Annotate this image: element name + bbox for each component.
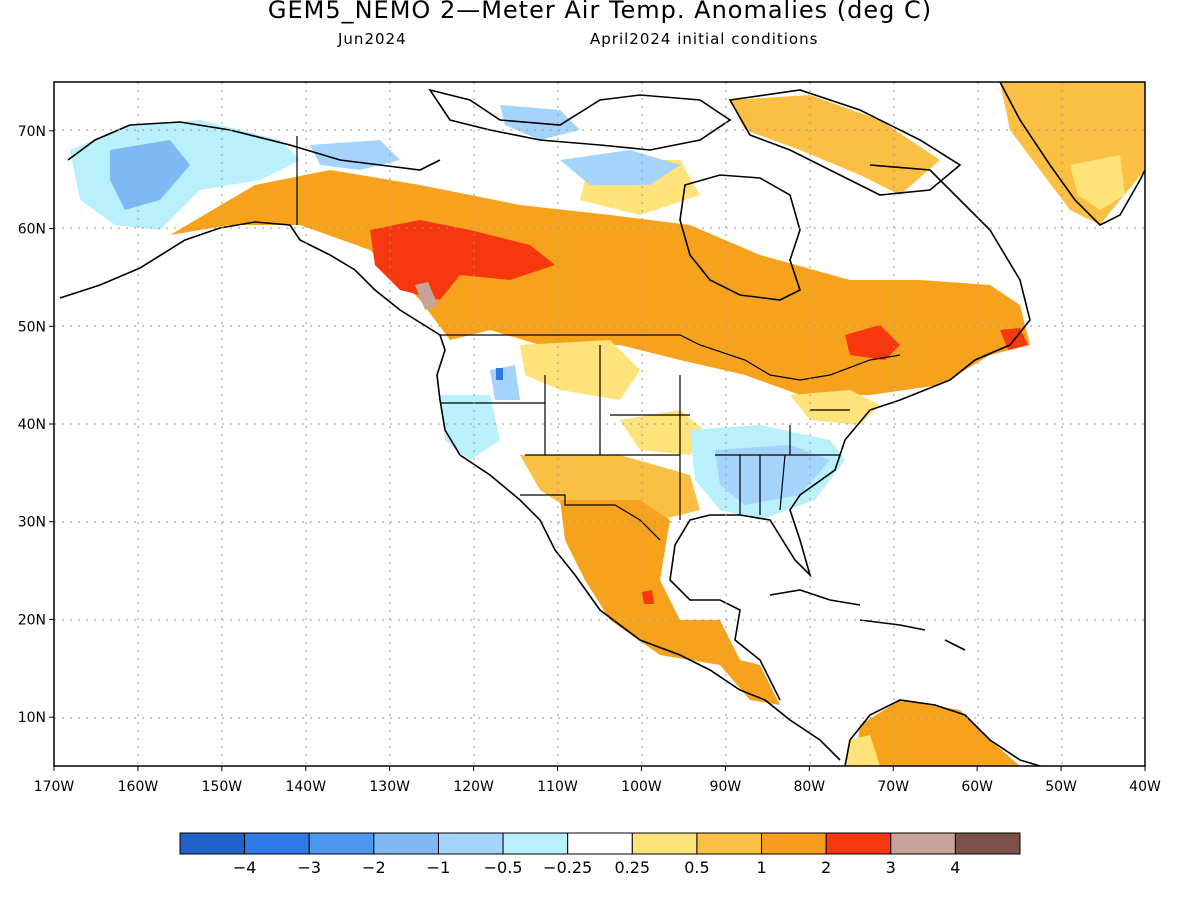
colorbar-swatch [244, 832, 310, 855]
lon-label: 80W [793, 779, 825, 795]
colorbar-label: 2 [821, 858, 831, 877]
coastline-arctic-islands [428, 88, 732, 151]
anomaly-light-baffin [730, 95, 940, 195]
lon-labels: 170W 160W 150W 140W 130W 120W 110W 100W 90W 80W 70… [34, 779, 1161, 795]
colorbar [179, 832, 1021, 855]
anomaly-cool-nunavut2 [560, 150, 680, 185]
border-us-canada [440, 334, 901, 381]
colorbar-label: −3 [297, 858, 321, 877]
lon-label: 40W [1129, 779, 1161, 795]
forecast-month: Jun2024 [338, 30, 407, 48]
lon-label: 50W [1045, 779, 1077, 795]
gridlines [54, 82, 1145, 766]
lat-label: 40N [18, 417, 46, 433]
colorbar-label: 3 [886, 858, 896, 877]
anomaly-warm-greenland [1000, 82, 1145, 225]
colorbar-label: −4 [233, 858, 257, 877]
lat-label: 60N [18, 222, 46, 238]
colorbar-swatch [437, 832, 504, 855]
colorbar-label: 1 [756, 858, 766, 877]
colorbar-label: −0.25 [543, 858, 592, 877]
coastlines [59, 82, 1145, 766]
anomaly-cool-us-southeast-core [715, 445, 830, 505]
colorbar-label: −1 [427, 858, 451, 877]
colorbar-swatch [631, 832, 698, 855]
colorbar-label: 4 [950, 858, 960, 877]
coastline-east [669, 164, 1031, 701]
colorbar-swatch [696, 832, 763, 855]
anomaly-pale-south-america [846, 735, 880, 766]
borders [296, 136, 901, 541]
anomaly-cool-yukon [310, 140, 400, 170]
lon-label: 140W [285, 779, 326, 795]
anomaly-hot-mexico [642, 590, 654, 604]
colorbar-swatch [890, 832, 956, 855]
anomaly-pale-greenland [1070, 155, 1125, 210]
border-states [440, 345, 850, 520]
colorbar-label: −2 [362, 858, 386, 877]
anomaly-cool-nunavut [500, 105, 580, 140]
lat-labels: 10N 20N 30N 40N 50N 60N 70N [18, 124, 46, 726]
lon-label: 160W [118, 779, 159, 795]
coastline-south-america [844, 699, 1041, 766]
lon-label: 90W [710, 779, 742, 795]
coastline-alaska-north [67, 121, 441, 171]
colorbar-swatch [825, 832, 892, 855]
anomaly-cool-idaho-dot [496, 368, 503, 380]
coastline-greenland [999, 82, 1145, 226]
lon-label: 110W [537, 779, 578, 795]
colorbar-swatch [761, 832, 827, 855]
colorbar-swatch [502, 832, 569, 855]
lon-label: 150W [202, 779, 243, 795]
colorbar-swatch [179, 832, 246, 855]
tick-marks [49, 130, 1146, 771]
lon-label: 120W [453, 779, 494, 795]
anomaly-pale-us-central [520, 340, 640, 400]
anomaly-hot-quebec [845, 325, 900, 360]
anomaly-hot-bc [370, 220, 555, 300]
map-title: GEM5_NEMO 2—Meter Air Temp. Anomalies (d… [267, 0, 933, 24]
lon-label: 70W [877, 779, 909, 795]
lon-label: 170W [34, 779, 75, 795]
anomaly-warm-south-america [855, 700, 1020, 766]
anomaly-cool-alaska-core [110, 140, 190, 210]
colorbar-label: −0.5 [484, 858, 523, 877]
coastline-alaska [59, 221, 841, 761]
colorbar-swatch [308, 832, 375, 855]
anomaly-cool-montana [490, 365, 520, 400]
lat-label: 50N [18, 319, 46, 335]
coastline-caribbean [769, 589, 966, 651]
anomaly-warm-mexico [560, 500, 780, 705]
colorbar-label: 0.25 [614, 858, 650, 877]
anomaly-warm-canada [170, 170, 1030, 395]
anomaly-gray-bc [415, 282, 438, 310]
anomaly-pale-us-northeast [790, 390, 880, 425]
lon-label: 130W [369, 779, 410, 795]
colorbar-label: 0.5 [684, 858, 709, 877]
lon-label: 60W [961, 779, 993, 795]
lat-label: 10N [18, 710, 46, 726]
coastline-hudson-bay [679, 174, 801, 301]
colorbar-swatch [373, 832, 439, 855]
initial-conditions: April2024 initial conditions [590, 30, 819, 48]
border-us-mexico [520, 494, 661, 541]
colorbar-swatch [954, 832, 1021, 855]
lat-label: 20N [18, 612, 46, 628]
anomaly-cool-us-west [440, 395, 500, 460]
colorbar-swatch [567, 832, 633, 855]
lat-label: 30N [18, 515, 46, 531]
coastline-baffin [728, 89, 962, 196]
lat-label: 70N [18, 124, 46, 140]
lon-label: 100W [621, 779, 662, 795]
colorbar-labels: −4 −3 −2 −1 −0.5 −0.25 0.25 0.5 1 2 3 4 [233, 858, 961, 877]
